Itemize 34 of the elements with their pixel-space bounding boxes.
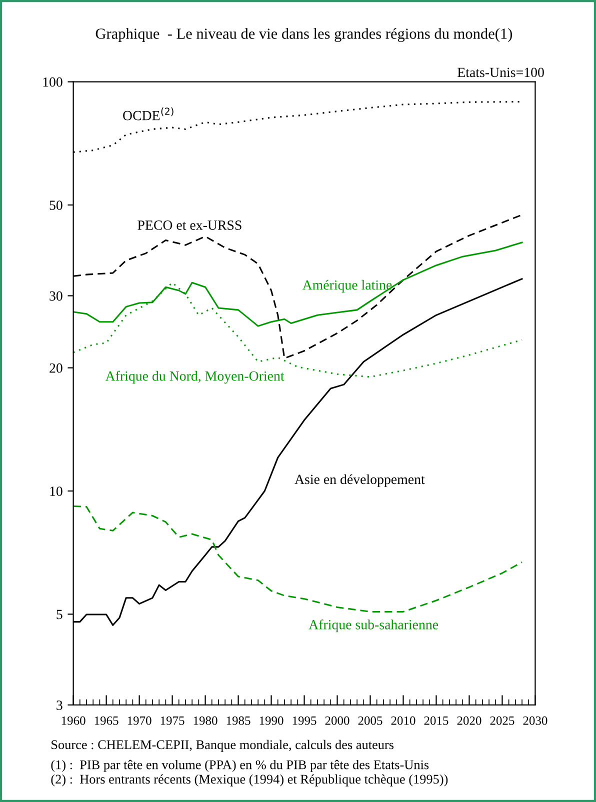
line-series: [73, 505, 523, 612]
text: (1) : PIB par tête en volume (PPA) en % du PIB par tête des Etats-Unis: [51, 760, 429, 772]
y-tick-label: 20: [50, 363, 62, 373]
y-tick-label: 100: [43, 77, 62, 87]
y-tick-label: 30: [50, 291, 62, 301]
y-axis-title: Etats-Unis=100: [458, 68, 544, 78]
x-tick-label: 2010: [391, 716, 416, 725]
series-label: Amérique latine: [302, 280, 392, 293]
x-tick-label: 2000: [325, 716, 350, 725]
x-tick-label: 1980: [194, 716, 218, 725]
x-tick-label: 1960: [62, 716, 86, 725]
series-label: Asie en développement: [294, 474, 425, 487]
series-label: Afrique du Nord, Moyen-Orient: [105, 370, 284, 384]
text: (2) : Hors entrants récents (Mexique (1994) et République tchèque (1995)): [51, 774, 448, 786]
chart-title: Graphique - Le niveau de vie dans les grandes régions du monde(1): [96, 28, 512, 42]
x-tick-label: 2025: [490, 716, 514, 725]
x-tick-label: 2005: [358, 716, 382, 725]
source-note: Source : CHELEM-CEPII, Banque mondiale, calculs des auteurs: [52, 740, 394, 752]
series-label: Afrique sub-saharienne: [308, 619, 438, 632]
x-tick-label: 2015: [424, 716, 448, 725]
y-tick-label: 10: [50, 486, 62, 496]
x-tick-label: 1995: [292, 716, 316, 725]
y-tick-label: 5: [56, 610, 62, 620]
series-label: OCDE$^{(2)}$: [123, 107, 174, 120]
y-tick-label: 3: [56, 700, 62, 710]
x-tick-label: 1970: [128, 716, 152, 725]
x-tick-label: 2030: [523, 716, 548, 725]
x-tick-label: 2020: [457, 716, 482, 725]
x-tick-label: 1975: [160, 716, 184, 725]
y-tick-label: 50: [50, 200, 62, 210]
x-tick-label: 1985: [226, 716, 250, 725]
series-label: PECO et ex-URSS: [138, 220, 242, 230]
x-tick-label: 1990: [260, 716, 284, 725]
x-tick-label: 1965: [94, 716, 118, 725]
